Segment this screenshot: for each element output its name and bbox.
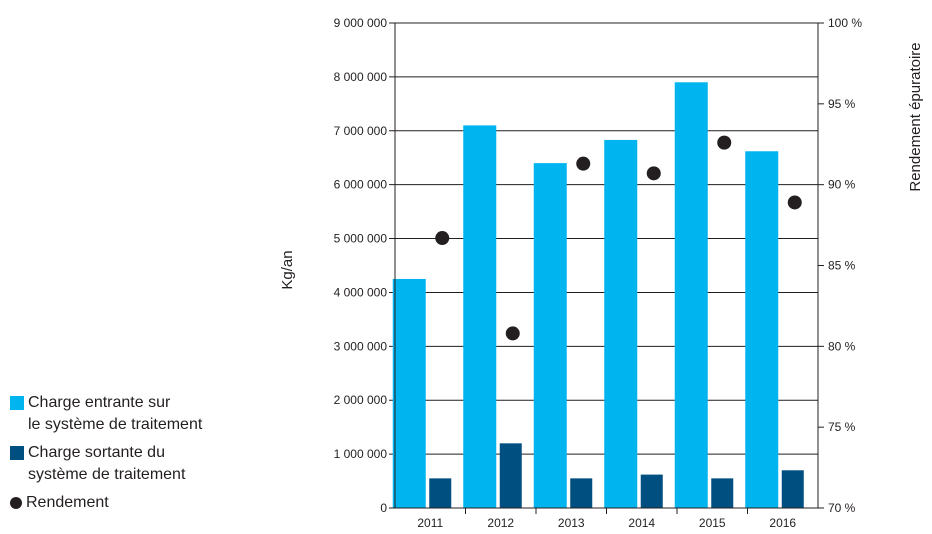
bar-charge-entrante-2012 (463, 125, 497, 508)
x-tick-label-2012: 2012 (487, 516, 514, 530)
bar-charge-entrante-2011 (392, 278, 426, 508)
x-tick-label-2013: 2013 (558, 516, 585, 530)
point-rendement-2011 (435, 231, 450, 246)
y-tick-label: 6 000 000 (334, 178, 388, 192)
x-tick-label-2014: 2014 (628, 516, 655, 530)
x-tick-label-2015: 2015 (699, 516, 726, 530)
legend-label-charge-entrante: Charge entrante sur le système de traite… (28, 394, 203, 433)
legend-swatch-charge-sortante (10, 446, 24, 460)
y2-tick-label: 100 % (828, 16, 862, 30)
gridlines (389, 22, 818, 455)
legend-swatch-charge-entrante (10, 396, 24, 410)
y-tick-label: 5 000 000 (334, 232, 388, 246)
y-tick-label: 3 000 000 (334, 339, 388, 353)
bar-charge-entrante-2016 (745, 151, 779, 508)
y2-tick-label: 85 % (828, 259, 856, 273)
bar-charge-sortante-2013 (570, 478, 593, 508)
y2-tick-label: 70 % (828, 501, 856, 515)
bar-charge-sortante-2012 (499, 443, 522, 508)
bar-charge-sortante-2016 (781, 470, 804, 508)
y-tick-label: 4 000 000 (334, 285, 388, 299)
point-rendement-2012 (505, 326, 520, 341)
y-tick-label: 8 000 000 (334, 70, 388, 84)
x-tick-label-2011: 2011 (417, 516, 443, 530)
legend-dot-rendement (10, 497, 22, 509)
y-tick-label: 2 000 000 (334, 393, 388, 407)
legend: Charge entrante sur le système de traite… (10, 392, 202, 520)
y-tick-label: 7 000 000 (334, 124, 388, 138)
y2-tick-label: 80 % (828, 339, 856, 353)
bar-charge-sortante-2011 (429, 478, 452, 508)
legend-item-charge-sortante: Charge sortante du système de traitement (10, 442, 202, 486)
legend-label-charge-sortante: Charge sortante du système de traitement (28, 444, 186, 483)
y-tick-label: 0 (380, 501, 387, 515)
axes (389, 22, 824, 514)
legend-item-charge-entrante: Charge entrante sur le système de traite… (10, 392, 202, 436)
bar-charge-entrante-2015 (674, 82, 708, 509)
y2-tick-label: 75 % (828, 420, 856, 434)
y2-tick-label: 95 % (828, 97, 856, 111)
point-rendement-2014 (646, 166, 661, 181)
y-tick-label: 9 000 000 (334, 16, 388, 30)
bars (392, 82, 804, 509)
legend-label-rendement: Rendement (26, 494, 109, 511)
point-rendement-2013 (576, 156, 591, 171)
bar-charge-entrante-2014 (604, 139, 638, 508)
bar-charge-sortante-2014 (640, 474, 663, 508)
y-tick-labels: 0 1 000 000 2 000 000 3 000 000 4 000 000 5 0… (334, 16, 388, 515)
y2-tick-labels: 70 % 75 % 80 % 85 % 90 % 95 % 100 % (828, 16, 862, 515)
legend-item-rendement: Rendement (10, 492, 202, 514)
x-tick-labels: 2011 2012 2013 2014 2015 2016 (417, 516, 796, 530)
bar-charge-sortante-2015 (711, 478, 734, 508)
y-axis-title: Kg/an (279, 250, 296, 289)
y2-tick-label: 90 % (828, 178, 856, 192)
point-rendement-2016 (787, 195, 802, 210)
rendement-points (435, 135, 802, 341)
bar-charge-entrante-2013 (533, 163, 567, 508)
y-tick-label: 1 000 000 (334, 447, 388, 461)
x-tick-label-2016: 2016 (769, 516, 796, 530)
y2-axis-title: Rendement épuratoire (907, 42, 924, 191)
point-rendement-2015 (717, 135, 732, 150)
